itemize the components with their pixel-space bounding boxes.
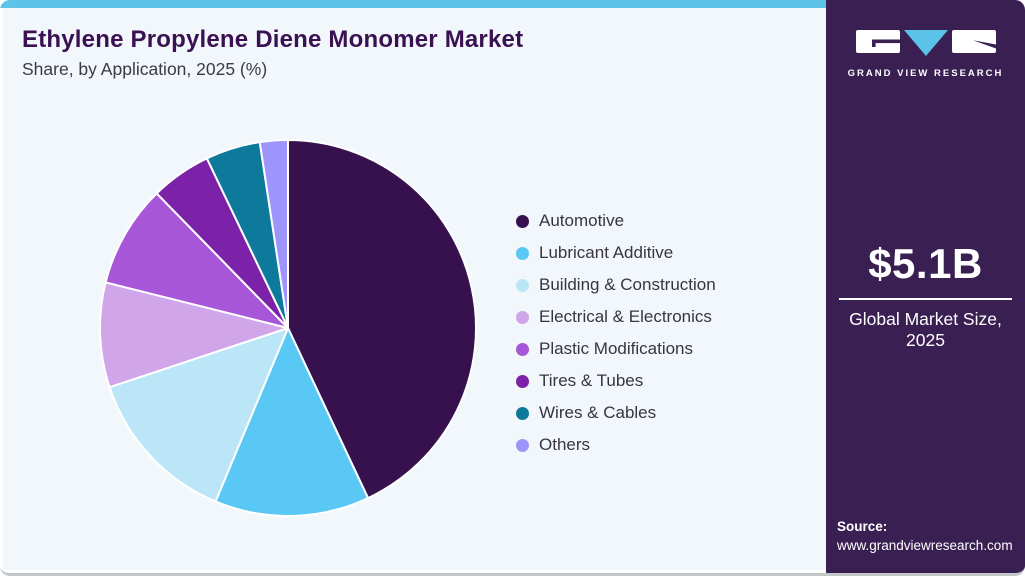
- legend-item: Others: [516, 429, 716, 461]
- pie-slice-0: [287, 139, 477, 500]
- legend-item: Automotive: [516, 205, 716, 237]
- legend-swatch: [516, 406, 529, 420]
- legend-swatch: [516, 310, 529, 324]
- legend-label: Tires & Tubes: [539, 371, 644, 390]
- legend-label: Automotive: [539, 211, 625, 230]
- legend-label: Others: [539, 435, 591, 454]
- legend-item: Electrical & Electronics: [516, 301, 716, 333]
- legend-item: Tires & Tubes: [516, 365, 716, 397]
- pie-slice-3: [99, 281, 289, 389]
- market-size-label-line1: Global Market Size,: [849, 309, 1002, 329]
- market-size-label-line2: 2025: [906, 330, 945, 350]
- gvr-logo-icon: [855, 30, 996, 56]
- market-size-label: Global Market Size, 2025: [826, 309, 1025, 351]
- legend-label: Wires & Cables: [539, 403, 657, 422]
- legend-label: Electrical & Electronics: [539, 307, 712, 326]
- legend-item: Wires & Cables: [516, 397, 716, 429]
- sidebar: GRAND VIEW RESEARCH $5.1B Global Market …: [826, 0, 1025, 573]
- legend-label: Lubricant Additive: [539, 243, 674, 262]
- market-size-block: $5.1B Global Market Size, 2025: [826, 240, 1025, 351]
- pie-chart: [99, 138, 477, 517]
- pie-slice-7: [258, 138, 289, 329]
- gvr-logo: GRAND VIEW RESEARCH: [826, 28, 1025, 79]
- legend-item: Building & Construction: [516, 269, 716, 301]
- legend-swatch: [516, 438, 529, 452]
- legend-swatch: [516, 342, 529, 356]
- legend-label: Building & Construction: [539, 275, 716, 294]
- top-accent-bar: [0, 0, 826, 8]
- source-url: www.grandviewresearch.com: [837, 538, 1013, 553]
- logo-r-shape: [951, 30, 996, 53]
- pie-chart-container: [98, 138, 478, 518]
- logo-wordmark: GRAND VIEW RESEARCH: [847, 68, 1004, 79]
- legend-item: Lubricant Additive: [516, 237, 716, 269]
- market-size-value: $5.1B: [868, 240, 983, 287]
- chart-title: Ethylene Propylene Diene Monomer Market: [22, 26, 524, 53]
- legend-swatch: [516, 214, 529, 228]
- pie-slice-1: [214, 327, 370, 517]
- source-label: Source:: [837, 519, 888, 534]
- legend-swatch: [516, 374, 529, 388]
- divider-line: [839, 298, 1012, 300]
- logo-v-triangle: [903, 30, 948, 56]
- pie-slice-2: [108, 327, 289, 503]
- legend-item: Plastic Modifications: [516, 333, 716, 365]
- legend: Automotive Lubricant Additive Building & C…: [516, 205, 716, 461]
- source-block: Source: www.grandviewresearch.com: [837, 517, 1013, 555]
- pie-slice-4: [104, 192, 289, 329]
- chart-subtitle: Share, by Application, 2025 (%): [22, 59, 268, 79]
- legend-label: Plastic Modifications: [539, 339, 694, 358]
- legend-swatch: [516, 246, 529, 260]
- legend-swatch: [516, 278, 529, 292]
